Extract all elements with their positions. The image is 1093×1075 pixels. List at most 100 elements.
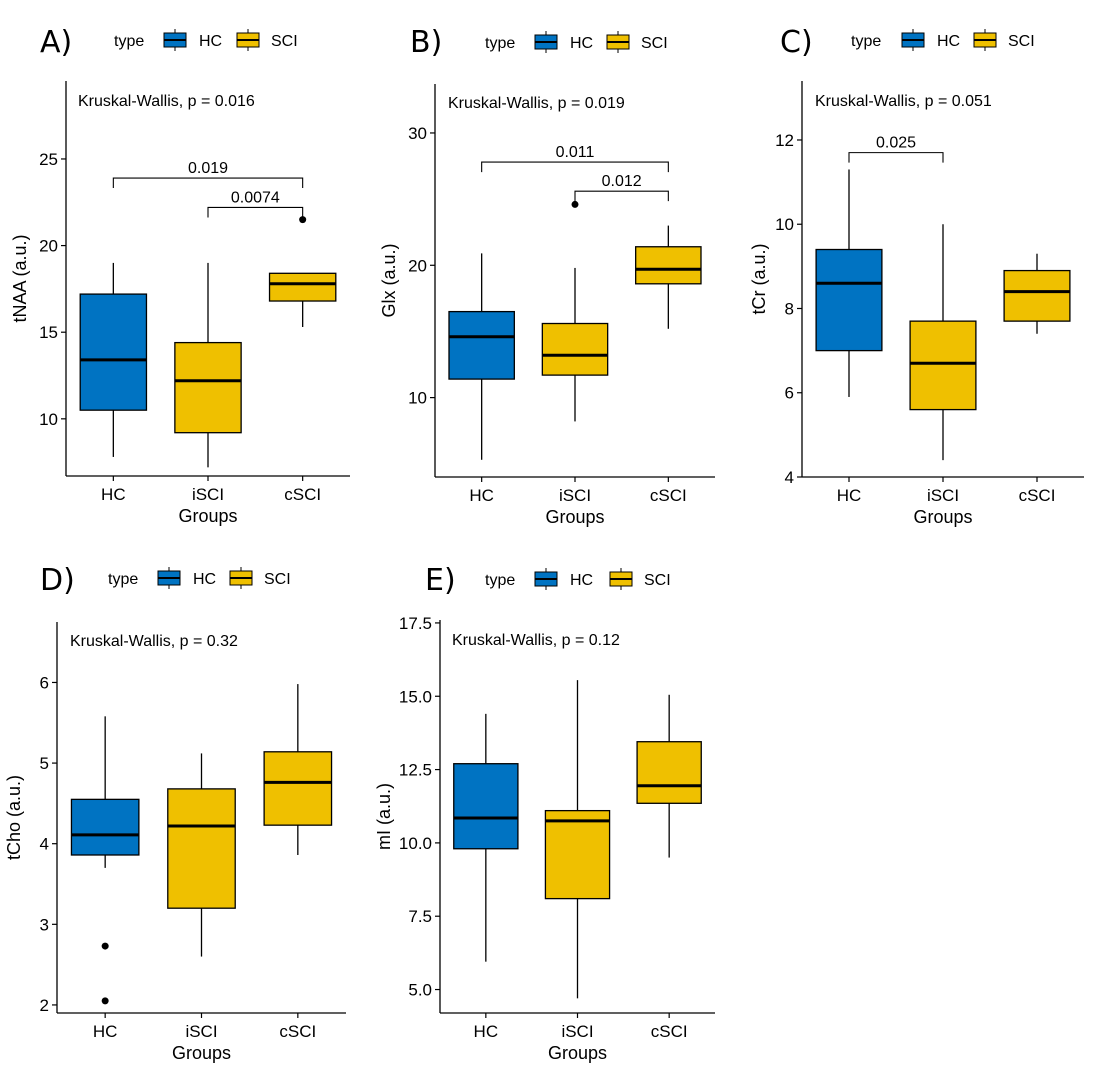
y-tick-label: 10.0 [399, 834, 432, 853]
legend-key-sci [229, 567, 253, 589]
y-tick-label: 17.5 [399, 614, 432, 633]
legend-key-hc [534, 568, 558, 590]
y-tick-label: 12 [775, 131, 794, 150]
plot-mi: Kruskal-Wallis, p = 0.12 5.0 7.5 10.0 12.5 1… [374, 614, 715, 1063]
y-axis-title: tNAA (a.u.) [10, 234, 30, 322]
p-value-label: 0.012 [602, 173, 642, 190]
legend-label-hc: HC [193, 571, 216, 588]
significance-bracket [574, 190, 669, 202]
outlier-point [299, 216, 307, 224]
y-tick-label: 15 [39, 323, 58, 342]
legend: type HC SCI [485, 568, 671, 590]
box-csci [636, 741, 702, 804]
y-tick-label: 3 [40, 915, 49, 934]
y-tick-label: 30 [408, 124, 427, 143]
y-tick-label: 25 [39, 150, 58, 169]
legend-label-hc: HC [199, 33, 222, 50]
plot-tcho: Kruskal-Wallis, p = 0.32 2 3 4 5 6 HC iSCI cSCI… [4, 622, 346, 1063]
legend-label-sci: SCI [271, 33, 298, 50]
box-hc [70, 798, 140, 856]
box-hc [448, 310, 515, 380]
panel-letter: A) [40, 25, 72, 60]
legend-title: type [485, 35, 515, 52]
legend-label-sci: SCI [641, 35, 668, 52]
y-tick-label: 4 [40, 835, 49, 854]
plot-tnaa: Kruskal-Wallis, p = 0.016 10 15 20 25 HC iSCI… [10, 81, 350, 526]
panel-b: B) type HC SCI Kruskal-Wallis, p = 0.019… [379, 25, 715, 527]
box-isci [544, 809, 611, 900]
kruskal-wallis-label: Kruskal-Wallis, p = 0.016 [78, 93, 255, 110]
y-tick-label: 10 [39, 410, 58, 429]
significance-bracket [112, 177, 304, 189]
kruskal-wallis-label: Kruskal-Wallis, p = 0.051 [815, 93, 992, 110]
legend-key-hc [157, 567, 181, 589]
p-value-label: 0.019 [188, 160, 228, 177]
legend-key-hc [901, 29, 925, 51]
y-tick-label: 20 [408, 256, 427, 275]
legend-label-sci: SCI [264, 571, 291, 588]
panel-letter: C) [780, 25, 813, 60]
x-axis-title: Groups [172, 1043, 231, 1063]
legend-key-sci [606, 31, 630, 53]
legend-key-hc [163, 29, 187, 51]
box-hc [815, 248, 883, 352]
y-tick-label: 12.5 [399, 761, 432, 780]
y-tick-label: 4 [785, 468, 794, 487]
kruskal-wallis-label: Kruskal-Wallis, p = 0.32 [70, 633, 238, 650]
y-tick-label: 15.0 [399, 687, 432, 706]
x-tick-label: HC [93, 1022, 118, 1041]
y-tick-label: 20 [39, 237, 58, 256]
y-axis-title: mI (a.u.) [374, 783, 394, 850]
box-csci [1003, 269, 1071, 322]
y-tick-label: 8 [785, 299, 794, 318]
box-csci [263, 751, 333, 826]
y-tick-label: 6 [40, 673, 49, 692]
x-tick-label: iSCI [927, 486, 959, 505]
significance-bracket [207, 206, 304, 218]
x-tick-label: HC [469, 486, 494, 505]
significance-bracket [481, 161, 669, 173]
y-tick-label: 10 [408, 389, 427, 408]
kruskal-wallis-label: Kruskal-Wallis, p = 0.12 [452, 632, 620, 649]
x-tick-label: iSCI [561, 1022, 593, 1041]
legend-key-sci [973, 29, 997, 51]
p-value-label: 0.0074 [231, 189, 280, 206]
significance-bracket [848, 152, 944, 163]
x-tick-label: cSCI [650, 486, 687, 505]
legend: type HC SCI [114, 29, 298, 51]
x-tick-label: cSCI [279, 1022, 316, 1041]
y-axis-title: Glx (a.u.) [379, 243, 399, 317]
y-tick-label: 5 [40, 754, 49, 773]
legend-label-hc: HC [937, 33, 960, 50]
y-tick-label: 6 [785, 384, 794, 403]
legend-key-sci [609, 568, 633, 590]
legend-title: type [485, 572, 515, 589]
y-tick-label: 5.0 [408, 981, 432, 1000]
x-tick-label: HC [101, 485, 126, 504]
x-tick-label: iSCI [185, 1022, 217, 1041]
box-isci [909, 320, 977, 411]
y-tick-label: 10 [775, 215, 794, 234]
x-tick-label: cSCI [1019, 486, 1056, 505]
panel-e: E) type HC SCI Kruskal-Wallis, p = 0.12 … [374, 563, 715, 1063]
legend: type HC SCI [851, 29, 1035, 51]
panel-letter: B) [410, 25, 442, 60]
box-hc [453, 763, 519, 850]
legend: type HC SCI [485, 31, 668, 53]
x-axis-title: Groups [548, 1043, 607, 1063]
box-csci [268, 272, 337, 302]
box-isci [174, 341, 242, 434]
x-axis-title: Groups [178, 506, 237, 526]
x-tick-label: iSCI [559, 486, 591, 505]
y-axis-title: tCho (a.u.) [4, 775, 24, 860]
panel-d: D) type HC SCI Kruskal-Wallis, p = 0.32 … [4, 563, 346, 1063]
x-tick-label: iSCI [192, 485, 224, 504]
y-axis-title: tCr (a.u.) [749, 243, 769, 314]
legend-label-hc: HC [570, 572, 593, 589]
legend-label-hc: HC [570, 35, 593, 52]
box-hc [79, 293, 148, 411]
legend: type HC SCI [108, 567, 291, 589]
box-isci [167, 788, 236, 909]
legend-title: type [114, 33, 144, 50]
